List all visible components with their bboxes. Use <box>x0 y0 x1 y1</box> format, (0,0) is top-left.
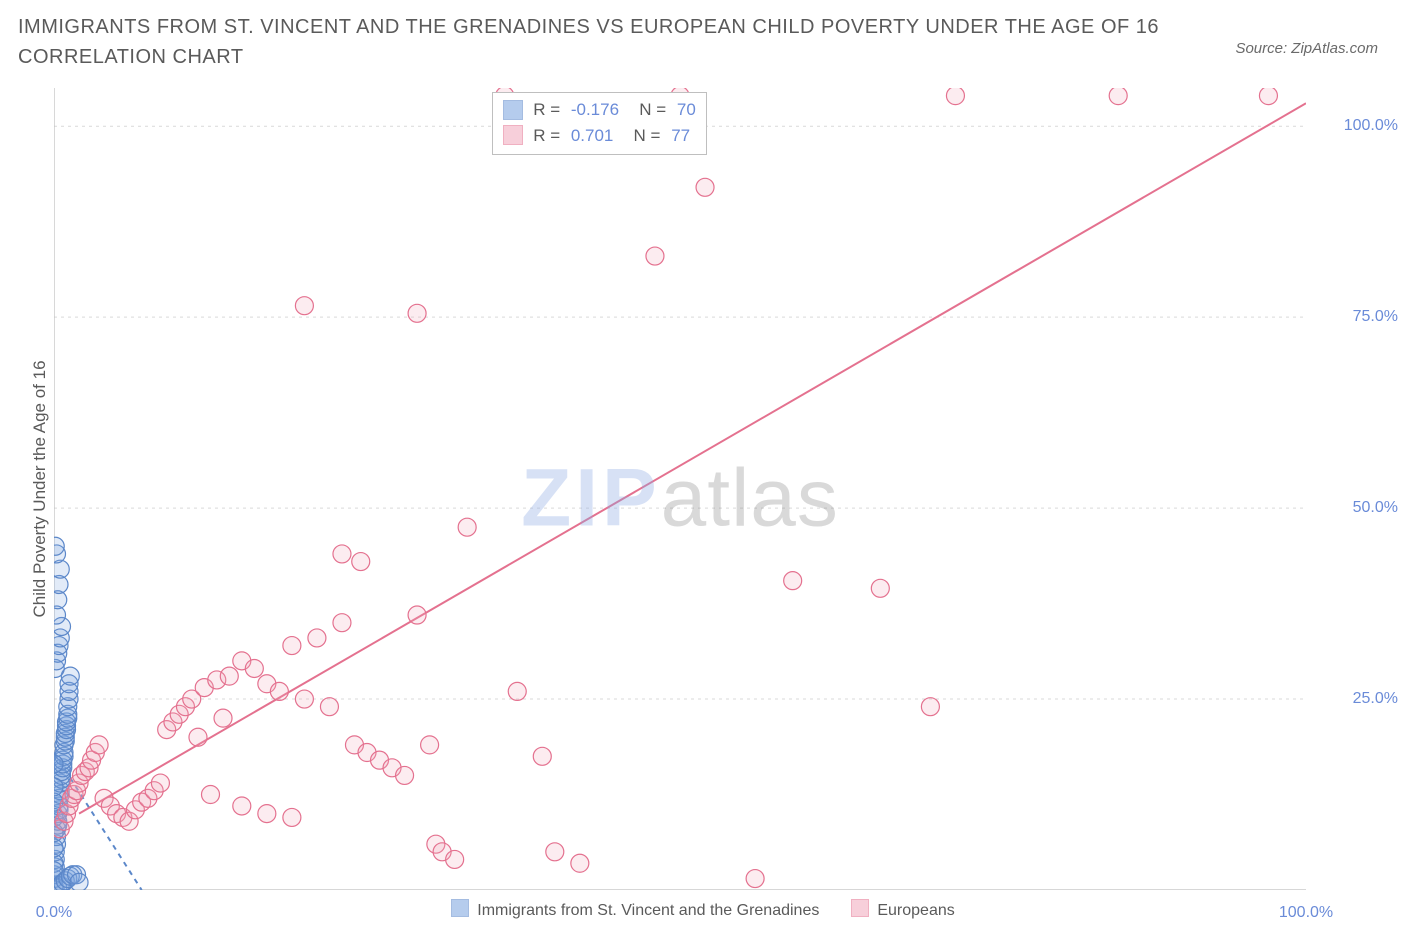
stats-swatch <box>503 100 523 120</box>
legend-swatch <box>451 899 469 917</box>
y-tick-label: 25.0% <box>1353 690 1398 708</box>
y-tick-label: 50.0% <box>1353 499 1398 517</box>
stat-r-label: R = <box>533 123 565 149</box>
stat-r-label: R = <box>533 97 565 123</box>
source-label: Source: ZipAtlas.com <box>1235 40 1378 57</box>
stat-n-value: 77 <box>671 123 690 149</box>
stats-row-immigrants: R = -0.176 N = 70 <box>503 97 696 123</box>
stat-n-label: N = <box>625 97 671 123</box>
legend-item-immigrants: Immigrants from St. Vincent and the Gren… <box>451 899 819 920</box>
chart-title: IMMIGRANTS FROM ST. VINCENT AND THE GREN… <box>18 12 1226 72</box>
regression-line-europeans <box>79 103 1306 813</box>
stats-row-europeans: R = 0.701 N = 77 <box>503 123 696 149</box>
legend-swatch <box>851 899 869 917</box>
stats-swatch <box>503 125 523 145</box>
series-europeans <box>54 88 1277 888</box>
stat-n-label: N = <box>619 123 665 149</box>
y-axis-label: Child Poverty Under the Age of 16 <box>30 360 50 617</box>
y-tick-label: 75.0% <box>1353 308 1398 326</box>
stats-legend-box: R = -0.176 N = 70R = 0.701 N = 77 <box>492 92 707 155</box>
stat-r-value: 0.701 <box>571 123 614 149</box>
stat-r-value: -0.176 <box>571 97 619 123</box>
scatter-plot <box>54 88 1306 890</box>
bottom-legend: Immigrants from St. Vincent and the Gren… <box>0 899 1406 920</box>
stat-n-value: 70 <box>677 97 696 123</box>
legend-label: Europeans <box>877 902 954 919</box>
legend-label: Immigrants from St. Vincent and the Gren… <box>477 902 819 919</box>
y-tick-label: 100.0% <box>1344 117 1398 135</box>
legend-item-europeans: Europeans <box>851 899 954 920</box>
plot-wrapper: Child Poverty Under the Age of 16 0.0%10… <box>54 88 1306 890</box>
